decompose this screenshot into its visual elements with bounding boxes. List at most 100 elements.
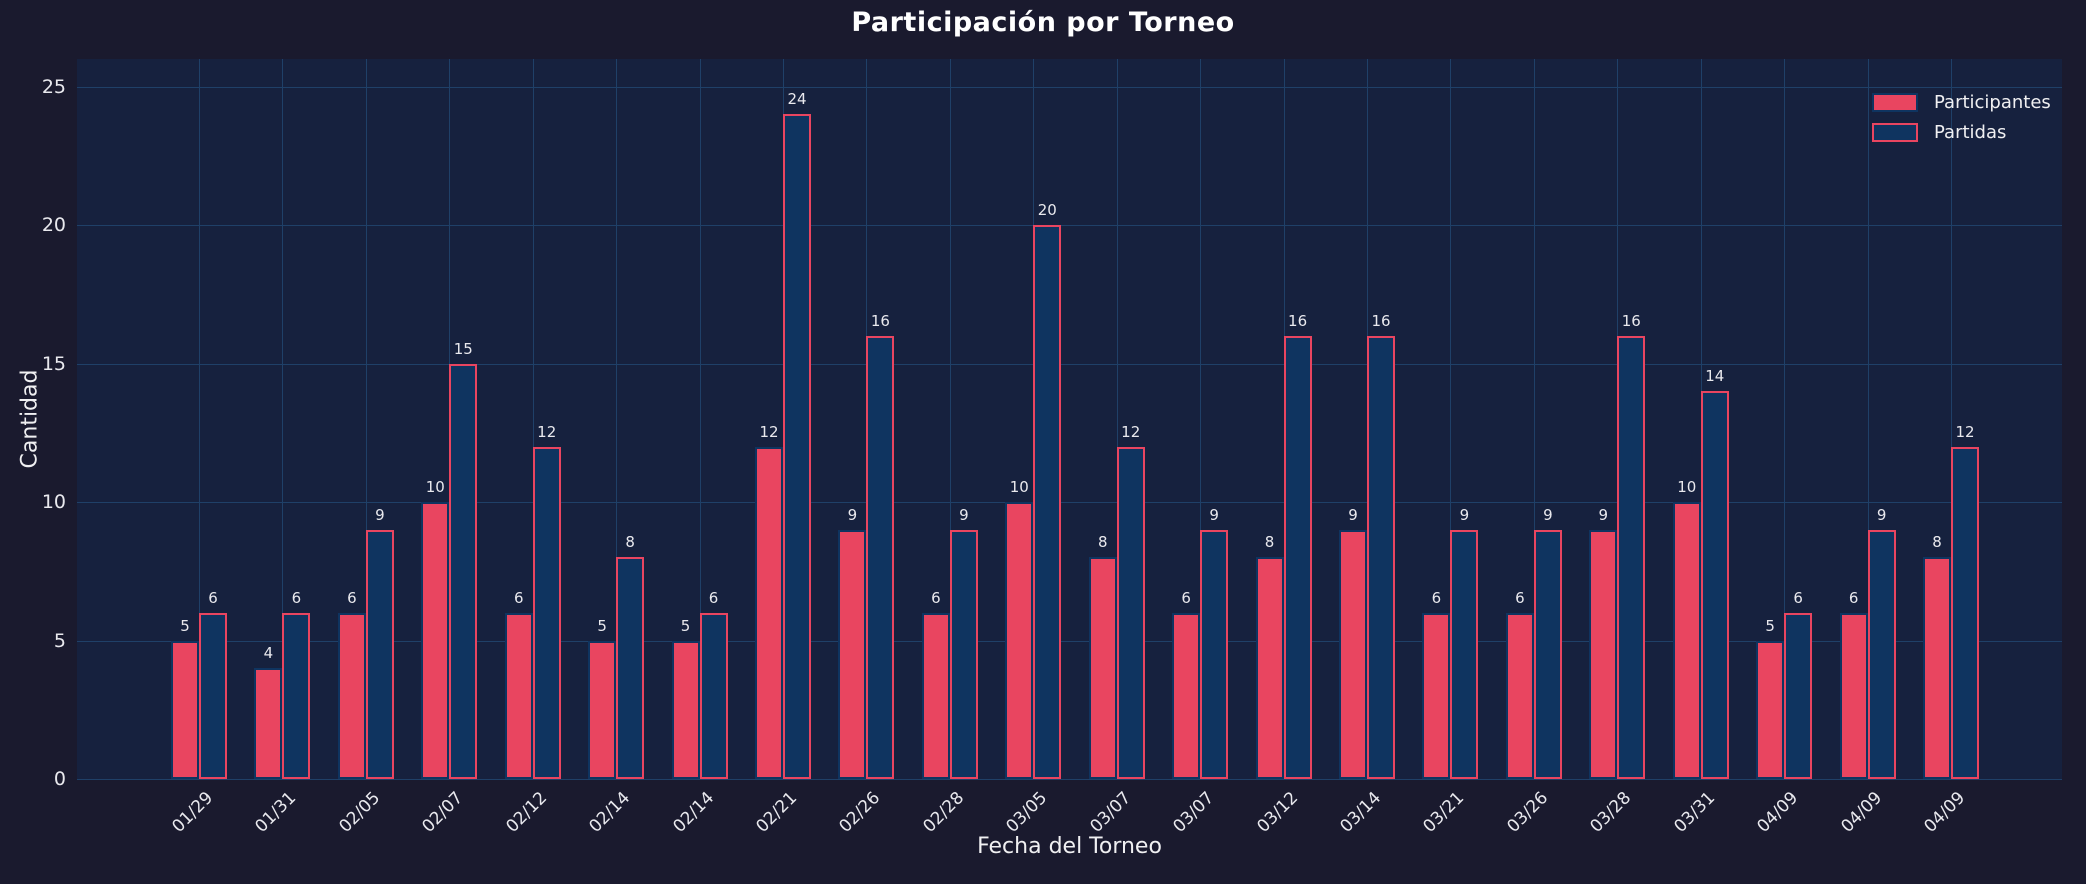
gridline-vertical	[532, 59, 534, 779]
bar-partidas-02/12	[532, 446, 561, 779]
bar-value-label: 24	[787, 90, 807, 109]
bar-value-label: 9	[1459, 505, 1470, 524]
bar-partidas-03/07	[1200, 529, 1229, 779]
bar-participantes-03/14	[1339, 529, 1368, 779]
bar-partidas-03/14	[1367, 335, 1396, 779]
bar-participantes-02/07	[421, 502, 450, 779]
bar-value-label: 5	[1765, 616, 1775, 635]
x-tick-label: 02/26	[835, 788, 885, 837]
bar-value-label: 8	[625, 533, 635, 552]
gridline-horizontal	[77, 225, 2062, 226]
legend-swatch-partidas	[1872, 123, 1918, 142]
gridline-vertical	[1116, 59, 1118, 779]
bar-value-label: 9	[1348, 505, 1358, 524]
gridline-vertical	[1450, 59, 1452, 779]
legend: Participantes Partidas	[1872, 92, 2051, 143]
bar-value-label: 9	[1209, 505, 1219, 524]
x-tick-label: 01/29	[168, 788, 218, 837]
bar-partidas-03/05	[1033, 225, 1062, 779]
bar-partidas-02/07	[449, 363, 478, 779]
bar-participantes-03/07	[1088, 557, 1117, 779]
bar-value-label: 6	[1848, 588, 1859, 607]
y-axis-label: Cantidad	[17, 369, 43, 469]
gridline-vertical	[699, 59, 701, 779]
bar-participantes-02/21	[755, 446, 783, 779]
bar-participantes-03/21	[1422, 612, 1451, 779]
bar-value-label: 16	[1288, 311, 1308, 330]
bar-participantes-02/14	[671, 640, 700, 779]
bar-partidas-03/31	[1700, 391, 1729, 779]
gridline-vertical	[365, 59, 367, 779]
bar-partidas-04/09	[1951, 446, 1980, 779]
legend-label-partidas: Partidas	[1934, 122, 2007, 143]
y-tick-label: 0	[53, 768, 66, 790]
x-tick-label: 03/07	[1086, 788, 1135, 837]
gridline-vertical	[1784, 59, 1786, 779]
bar-value-label: 14	[1705, 367, 1725, 386]
legend-item-partidas: Partidas	[1872, 122, 2051, 143]
x-tick-label: 02/12	[502, 788, 551, 837]
bar-participantes-03/07	[1172, 612, 1201, 779]
bar-value-label: 9	[1598, 505, 1609, 524]
bar-participantes-03/05	[1005, 502, 1034, 779]
x-tick-label: 04/09	[1836, 788, 1886, 837]
bar-participantes-04/09	[1839, 612, 1868, 779]
bar-participantes-02/05	[337, 612, 366, 779]
x-tick-label: 03/05	[1002, 788, 1052, 837]
gridline-horizontal	[77, 86, 2062, 88]
legend-label-participantes: Participantes	[1934, 92, 2051, 113]
bar-value-label: 10	[1677, 478, 1697, 496]
bar-partidas-02/21	[783, 114, 811, 779]
bar-partidas-02/05	[365, 529, 394, 779]
chart-title: Participación por Torneo	[851, 7, 1235, 38]
bar-participantes-02/12	[504, 612, 533, 779]
x-tick-label: 02/14	[585, 788, 635, 837]
bar-value-label: 6	[208, 588, 218, 607]
gridline-horizontal	[77, 640, 2062, 642]
bar-value-label: 6	[708, 588, 719, 607]
x-tick-label: 03/07	[1169, 788, 1219, 837]
gridline-horizontal	[77, 779, 2062, 780]
gridline-vertical	[282, 59, 284, 779]
bar-value-label: 8	[1097, 533, 1108, 552]
gridline-vertical	[199, 59, 200, 779]
x-tick-label: 02/05	[335, 788, 385, 837]
bar-partidas-02/26	[866, 335, 895, 779]
x-tick-label: 03/21	[1419, 788, 1469, 837]
bar-participantes-02/28	[921, 612, 950, 779]
bar-partidas-01/29	[199, 612, 227, 779]
bar-value-label: 16	[1621, 311, 1641, 330]
bar-value-label: 8	[1264, 533, 1275, 552]
y-tick-label: 25	[41, 75, 66, 98]
bar-partidas-02/28	[949, 529, 978, 779]
bar-participantes-02/26	[838, 529, 867, 779]
bar-value-label: 20	[1037, 201, 1057, 219]
bar-partidas-03/21	[1450, 529, 1479, 779]
bar-value-label: 16	[1371, 311, 1391, 330]
bar-participantes-03/12	[1255, 557, 1284, 779]
bar-value-label: 9	[1876, 505, 1887, 524]
bar-value-label: 12	[759, 422, 779, 441]
gridline-vertical	[616, 59, 618, 779]
gridline-vertical	[949, 59, 951, 779]
bar-value-label: 6	[513, 588, 524, 607]
y-tick-label: 20	[41, 214, 66, 236]
x-tick-label: 04/09	[1753, 788, 1803, 837]
gridline-vertical	[1533, 59, 1535, 779]
bar-partidas-02/14	[699, 612, 728, 779]
x-tick-label: 03/31	[1670, 788, 1719, 837]
x-tick-label: 02/28	[919, 788, 969, 837]
x-tick-label: 03/12	[1252, 788, 1302, 837]
x-tick-label: 03/26	[1503, 788, 1553, 837]
x-axis-label: Fecha del Torneo	[977, 834, 1162, 859]
y-tick-label: 15	[41, 352, 66, 375]
bar-value-label: 5	[180, 616, 190, 635]
bar-partidas-03/12	[1283, 335, 1312, 779]
bar-value-label: 9	[1543, 505, 1553, 524]
bar-value-label: 6	[1793, 588, 1803, 607]
bar-value-label: 6	[291, 588, 302, 607]
bar-value-label: 16	[870, 311, 890, 330]
bar-value-label: 10	[1009, 478, 1029, 496]
gridline-vertical	[1951, 59, 1953, 779]
bar-value-label: 6	[1431, 588, 1442, 607]
